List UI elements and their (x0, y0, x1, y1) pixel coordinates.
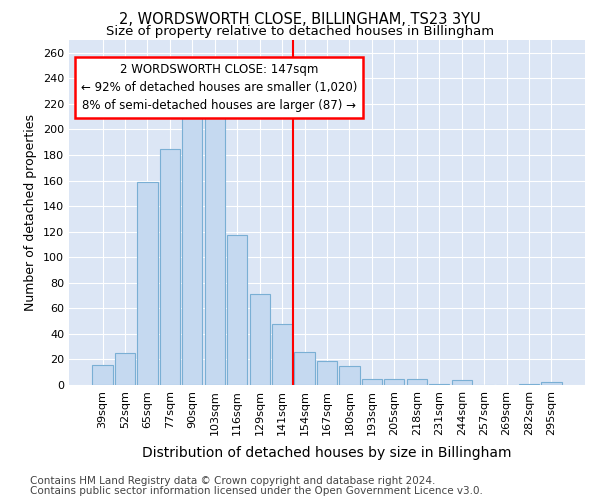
Bar (407, 378, 427, 385)
Y-axis label: Number of detached properties: Number of detached properties (25, 114, 37, 311)
Bar (317, 360, 337, 385)
Bar (340, 366, 359, 385)
Bar (205, 109, 225, 385)
Bar (272, 324, 292, 385)
Bar (137, 182, 158, 385)
Bar (295, 352, 314, 385)
Text: 2 WORDSWORTH CLOSE: 147sqm
← 92% of detached houses are smaller (1,020)
8% of se: 2 WORDSWORTH CLOSE: 147sqm ← 92% of deta… (81, 63, 358, 112)
Bar (160, 148, 180, 385)
Bar (362, 378, 382, 385)
Bar (519, 384, 539, 385)
Bar (92, 364, 113, 385)
Text: Size of property relative to detached houses in Billingham: Size of property relative to detached ho… (106, 25, 494, 38)
Bar (115, 353, 135, 385)
Bar (541, 382, 562, 385)
Text: Contains HM Land Registry data © Crown copyright and database right 2024.: Contains HM Land Registry data © Crown c… (30, 476, 436, 486)
Text: 2, WORDSWORTH CLOSE, BILLINGHAM, TS23 3YU: 2, WORDSWORTH CLOSE, BILLINGHAM, TS23 3Y… (119, 12, 481, 28)
Bar (384, 378, 404, 385)
Bar (452, 380, 472, 385)
Bar (227, 236, 247, 385)
X-axis label: Distribution of detached houses by size in Billingham: Distribution of detached houses by size … (142, 446, 512, 460)
Text: Contains public sector information licensed under the Open Government Licence v3: Contains public sector information licen… (30, 486, 483, 496)
Bar (250, 294, 270, 385)
Bar (429, 384, 449, 385)
Bar (182, 118, 202, 385)
